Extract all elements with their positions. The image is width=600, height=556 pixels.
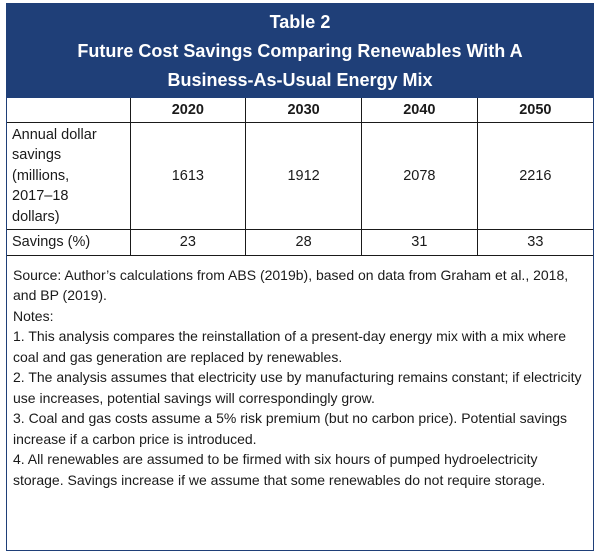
- cell-value: 2216: [476, 121, 593, 230]
- notes-heading: Notes:: [13, 307, 54, 324]
- column-header-2050: 2050: [476, 98, 593, 123]
- source-note: Source: Author’s calculations from ABS (…: [13, 266, 569, 304]
- cell-value: 1912: [245, 121, 362, 230]
- cell-value: 33: [476, 229, 593, 256]
- table-row: Savings (%) 23 28 31 33: [7, 229, 593, 256]
- row-label-line: (millions,: [12, 167, 70, 184]
- note-item: 2. The analysis assumes that electricity…: [13, 369, 582, 406]
- table-frame: Table 2 Future Cost Savings Comparing Re…: [6, 3, 594, 551]
- note-item: 3. Coal and gas costs assume a 5% risk p…: [13, 410, 568, 447]
- cell-value: 2078: [361, 121, 478, 230]
- row-label-line: savings: [12, 147, 62, 163]
- cell-value: 1613: [129, 121, 247, 230]
- row-header-savings-percent: Savings (%): [7, 229, 131, 256]
- cell-value: 28: [245, 229, 362, 256]
- note-item: 1. This analysis compares the reinstalla…: [13, 328, 566, 365]
- table-title-line-1: Future Cost Savings Comparing Renewables…: [77, 41, 523, 61]
- column-header-2030: 2030: [245, 98, 362, 123]
- data-table: 2020 2030 2040 2050 Annual dollar saving…: [7, 98, 593, 256]
- corner-cell: [7, 98, 131, 123]
- table-title-line-2: Business-As-Usual Energy Mix: [167, 70, 433, 90]
- row-label-line: Annual dollar: [12, 126, 97, 143]
- column-header-2020: 2020: [129, 98, 247, 123]
- cell-value: 31: [361, 229, 478, 256]
- notes-section: Source: Author’s calculations from ABS (…: [7, 256, 593, 491]
- column-header-2040: 2040: [361, 98, 478, 123]
- header-row: 2020 2030 2040 2050: [7, 98, 593, 123]
- note-item: 4. All renewables are assumed to be firm…: [13, 451, 546, 488]
- row-label-line: dollars): [12, 208, 60, 225]
- row-label-line: 2017–18: [12, 188, 69, 204]
- table-number: Table 2: [269, 12, 331, 32]
- cell-value: 23: [129, 229, 247, 256]
- row-header-annual-savings: Annual dollar savings (millions, 2017–18…: [7, 121, 131, 230]
- row-label-line: Savings (%): [12, 234, 91, 250]
- table-row: Annual dollar savings (millions, 2017–18…: [7, 121, 593, 230]
- table-header: Table 2 Future Cost Savings Comparing Re…: [7, 4, 593, 98]
